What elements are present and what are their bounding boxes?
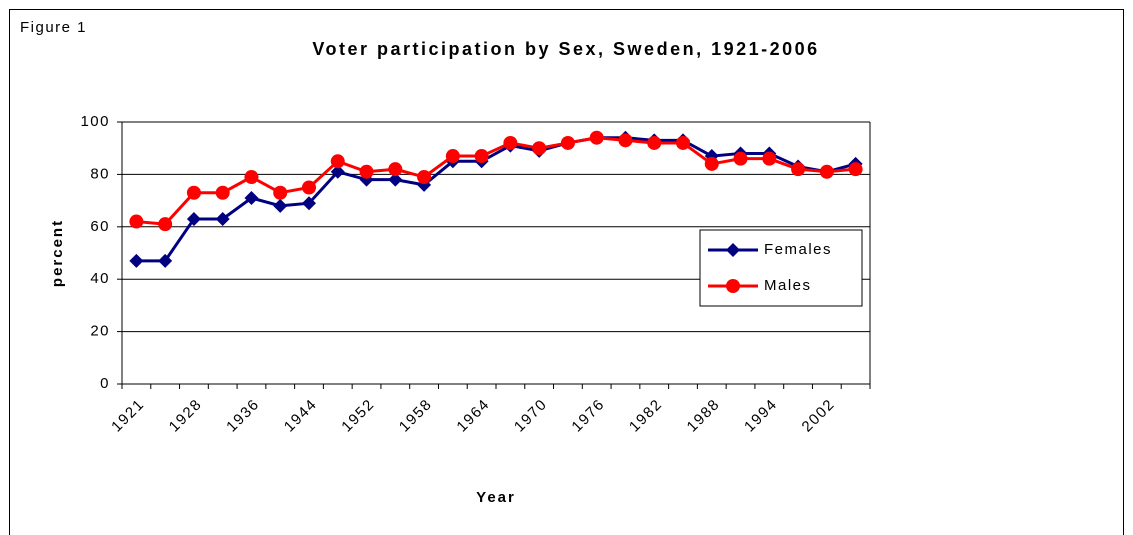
y-tick-label: 20 xyxy=(90,323,110,340)
x-tick-label: 1994 xyxy=(741,396,781,436)
marker xyxy=(819,164,834,179)
marker xyxy=(244,190,259,205)
legend-box xyxy=(699,229,863,307)
marker xyxy=(158,253,173,268)
legend-marker xyxy=(726,279,740,293)
marker xyxy=(302,180,316,195)
x-tick-label: 2002 xyxy=(799,396,839,436)
y-tick-label: 80 xyxy=(90,165,110,182)
x-tick-label: 1944 xyxy=(281,396,321,436)
marker xyxy=(129,214,144,229)
x-tick-label: 1928 xyxy=(166,396,206,436)
x-axis-title: Year xyxy=(476,489,516,506)
marker xyxy=(618,133,633,148)
marker xyxy=(186,211,201,226)
y-tick-label: 40 xyxy=(90,270,110,287)
marker xyxy=(388,172,403,187)
y-tick-label: 100 xyxy=(80,113,110,130)
marker xyxy=(647,135,662,150)
x-tick-label: 1921 xyxy=(108,396,148,436)
legend-label: Females xyxy=(764,241,832,258)
marker xyxy=(273,198,288,213)
marker xyxy=(791,162,806,177)
y-axis-title: percent xyxy=(49,219,66,287)
marker xyxy=(129,253,144,268)
marker xyxy=(302,196,316,211)
frame xyxy=(9,9,1124,535)
legend-marker xyxy=(726,243,740,257)
marker xyxy=(704,156,719,171)
marker xyxy=(676,135,690,150)
y-tick-label: 0 xyxy=(100,375,110,392)
marker xyxy=(762,151,777,166)
marker xyxy=(215,185,230,200)
marker xyxy=(215,211,230,226)
marker xyxy=(330,164,345,179)
x-tick-label: 1936 xyxy=(223,396,263,436)
legend-label: Males xyxy=(764,277,812,294)
x-tick-label: 1976 xyxy=(568,396,608,436)
x-tick-label: 1958 xyxy=(396,396,436,436)
marker xyxy=(589,130,604,145)
marker xyxy=(532,141,547,156)
marker xyxy=(560,135,575,150)
chart-title: Voter participation by Sex, Sweden, 1921… xyxy=(312,39,819,59)
y-tick-label: 60 xyxy=(90,218,110,235)
marker xyxy=(244,170,259,185)
marker xyxy=(330,154,345,169)
x-tick-label: 1970 xyxy=(511,396,551,436)
x-tick-label: 1988 xyxy=(684,396,724,436)
marker xyxy=(474,149,489,164)
marker xyxy=(158,217,173,232)
marker xyxy=(388,162,403,177)
marker xyxy=(445,149,460,164)
marker xyxy=(733,151,748,166)
marker xyxy=(503,135,518,150)
x-tick-label: 1952 xyxy=(338,396,378,436)
marker xyxy=(273,185,288,200)
marker xyxy=(186,185,201,200)
figure-label: Figure 1 xyxy=(20,19,87,36)
marker xyxy=(359,164,374,179)
x-tick-label: 1982 xyxy=(626,396,666,436)
marker xyxy=(417,170,432,185)
x-tick-label: 1964 xyxy=(453,396,493,436)
series-line xyxy=(136,136,856,226)
marker xyxy=(848,162,863,177)
